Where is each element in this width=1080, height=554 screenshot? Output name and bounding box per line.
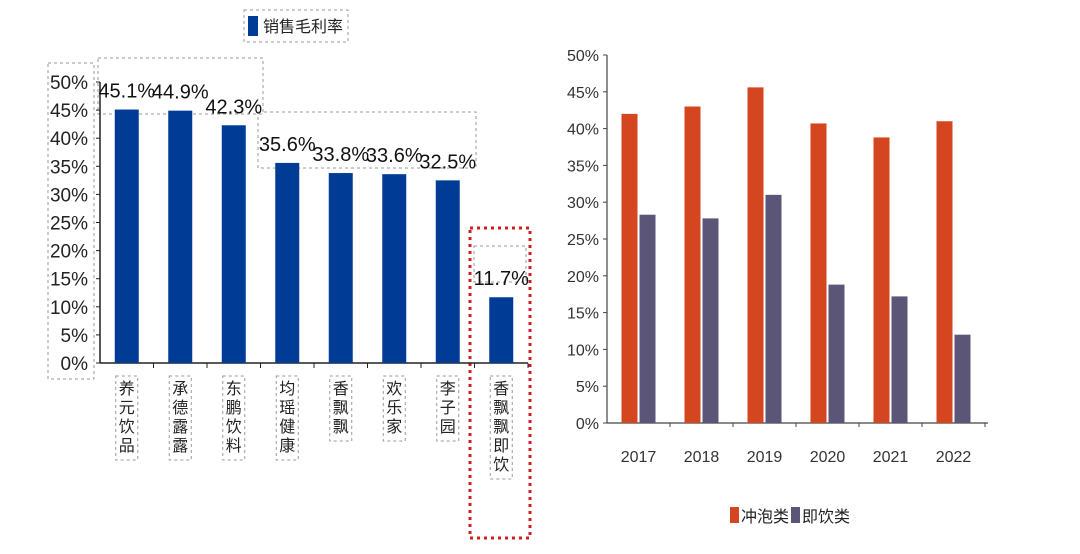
left-bar [168,110,193,363]
left-bar [489,297,514,363]
right-x-tick-label: 2019 [747,449,783,466]
left-y-tick-label: 10% [50,298,88,319]
left-category-labels: 养元饮品 承德露露 东鹏饮料 均瑶健康 香飘飘 欢乐家 李子园 香飘飘即饮 [115,375,513,480]
bar-brew [621,113,638,423]
right-y-tick-label: 35% [567,158,599,175]
left-category-frame [436,375,460,442]
bar-rtd [639,214,656,423]
bar-rtd [828,284,845,423]
left-data-label: 11.7% [474,268,529,290]
left-data-label: 33.6% [366,145,423,167]
bar-brew [936,121,953,424]
left-data-label: 32.5% [419,151,476,173]
left-y-tick-label: 35% [50,157,88,178]
left-data-label: 42.3% [205,96,262,118]
label-frame-top [97,57,264,115]
left-bar [435,180,460,363]
left-y-tick-label: 20% [50,242,88,263]
left-data-label: 33.8% [312,144,369,166]
label-frame-highlight [473,245,527,283]
legend-swatch-gross-margin [248,16,258,36]
legend-frame [243,9,349,43]
right-x-tick-label: 2021 [873,449,909,466]
left-data-label: 35.6% [259,134,316,156]
left-category-label: 香飘飘即饮 [493,379,509,474]
left-data-label: 44.9% [152,82,209,104]
left-category-frame [222,375,246,461]
left-bar-chart: 销售毛利率 0% 5% 10% 15% 20% 25% 30% 35% 40% 45% 50% 45… [47,9,532,540]
right-y-tick-label: 45% [567,85,599,102]
left-bar [114,109,139,364]
bar-rtd [891,296,908,423]
right-y-tick-label: 15% [567,306,599,323]
left-bar [382,174,407,363]
right-x-tick-label: 2022 [936,449,972,466]
left-data-label: 45.1% [98,81,155,103]
left-y-tick-label: 25% [50,214,88,235]
right-y-tick-label: 10% [567,342,599,359]
ytick-frame [47,62,95,380]
left-category-frame [168,375,192,461]
left-category-label: 东鹏饮料 [226,379,242,455]
left-category-label: 欢乐家 [386,379,402,436]
left-category-frame [382,375,406,442]
bar-rtd [702,218,719,423]
left-y-tick-label: 15% [50,270,88,291]
left-bar [221,125,246,363]
left-category-frame [489,375,513,480]
right-y-ticks: 0% 5% 10% 15% 20% 25% 30% 35% 40% 45% 50% [567,48,607,433]
left-category-label: 香飘飘 [333,379,349,436]
right-y-tick-label: 50% [567,48,599,65]
left-y-tick-label: 40% [50,129,88,150]
left-bars [114,109,529,368]
left-y-tick-label: 30% [50,185,88,206]
bar-brew [810,123,827,423]
right-bars [621,87,971,424]
left-category-label: 均瑶健康 [279,379,295,455]
left-data-labels: 45.1%44.9%42.3% 35.6%33.8%33.6%32.5% 11.7% [98,81,529,291]
bar-brew [873,137,890,423]
legend-label-brew: 冲泡类 [741,507,789,526]
left-bar [328,173,353,363]
left-bar [275,162,300,363]
bar-brew [684,106,701,424]
legend-label-rtd: 即饮类 [802,507,850,526]
highlight-box [468,226,532,540]
left-y-tick-label: 45% [50,101,88,122]
right-y-tick-label: 20% [567,269,599,286]
bar-rtd [765,194,782,423]
left-y-tick-label: 50% [50,73,88,94]
right-y-tick-label: 30% [567,195,599,212]
right-y-tick-label: 40% [567,122,599,139]
right-y-tick-label: 25% [567,232,599,249]
legend-label-gross-margin: 销售毛利率 [263,17,343,36]
right-x-tick-label: 2018 [684,449,720,466]
left-category-frame [329,375,353,442]
label-frame-mid [257,111,477,169]
right-x-ticks: 2017 2018 2019 2020 2021 2022 [621,423,986,466]
bar-brew [747,87,764,423]
left-y-ticks: 0% 5% 10% 15% 20% 25% 30% 35% 40% 45% 50% [50,73,100,375]
right-y-tick-label: 0% [576,416,599,433]
bar-rtd [954,334,971,423]
left-category-frame [275,375,299,461]
left-y-tick-label: 5% [61,326,89,347]
legend-swatch-rtd [791,507,800,523]
right-y-tick-label: 5% [576,379,599,396]
left-y-tick-label: 0% [61,354,89,375]
left-category-frame [115,375,139,461]
right-grouped-bar-chart: 0% 5% 10% 15% 20% 25% 30% 35% 40% 45% 50% 2017 2018… [567,48,988,526]
legend-swatch-brew [730,507,739,523]
right-x-tick-label: 2017 [621,449,657,466]
left-category-label: 承德露露 [172,379,188,455]
left-category-label: 养元饮品 [119,379,135,455]
left-category-label: 李子园 [440,379,456,436]
right-x-tick-label: 2020 [810,449,846,466]
